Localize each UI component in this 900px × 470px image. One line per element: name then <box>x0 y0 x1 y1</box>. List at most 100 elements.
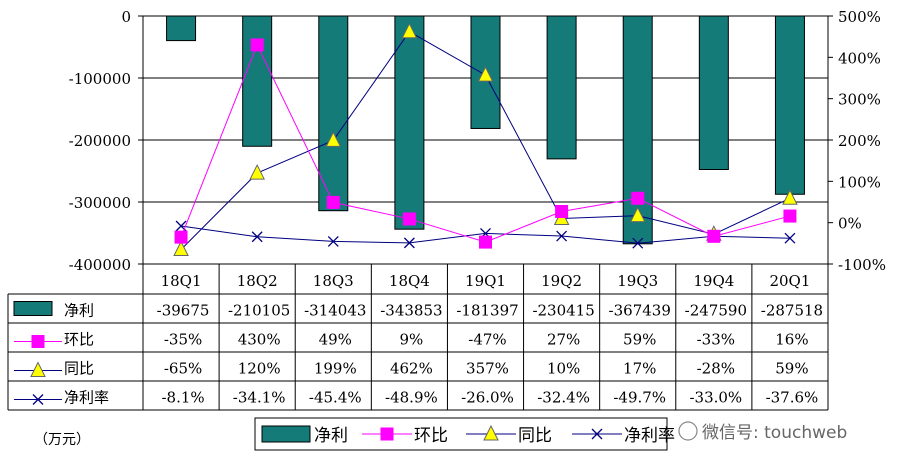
cell-净利-19Q4: -247590 <box>685 302 747 320</box>
bar-19Q3 <box>622 15 653 245</box>
cell-净利率-19Q3: -49.7% <box>613 389 666 407</box>
legend-key-marker-环比 <box>380 427 394 441</box>
point-同比-19Q1 <box>477 65 494 82</box>
y-left-tick-label: 0 <box>121 8 131 26</box>
legend-key-净利 <box>261 425 311 443</box>
category-label-18Q4: 18Q4 <box>389 272 430 290</box>
unit-label: （万元） <box>34 432 90 448</box>
cell-净利-18Q2: -210105 <box>228 302 290 320</box>
cell-净利率-18Q4: -48.9% <box>385 389 438 407</box>
point-环比-18Q1 <box>174 230 188 244</box>
row-key-marker-同比 <box>30 361 46 377</box>
cell-环比-19Q4: -33% <box>697 331 735 349</box>
cell-净利率-18Q3: -45.4% <box>309 389 362 407</box>
cell-净利率-20Q1: -37.6% <box>766 389 819 407</box>
cell-环比-18Q3: 49% <box>319 331 352 349</box>
point-环比-19Q4 <box>707 229 721 243</box>
category-label-20Q1: 20Q1 <box>769 272 810 290</box>
watermark: 微信号: touchweb <box>678 421 847 443</box>
category-label-19Q4: 19Q4 <box>693 272 734 290</box>
y-right-tick-label: 0% <box>838 215 862 233</box>
y-left-tick-label: -200000 <box>69 132 131 150</box>
cell-净利-18Q3: -314043 <box>304 302 366 320</box>
point-同比-20Q1 <box>782 189 798 205</box>
point-环比-18Q3 <box>326 195 340 209</box>
cell-环比-19Q1: -47% <box>468 331 506 349</box>
category-label-19Q3: 19Q3 <box>617 272 658 290</box>
legend-label-净利: 净利 <box>314 426 348 446</box>
point-环比-19Q2 <box>555 205 569 219</box>
y-left-tick-label: -100000 <box>69 70 131 88</box>
bar-18Q1 <box>166 15 197 42</box>
y-right-tick-label: 100% <box>838 173 881 191</box>
cell-净利-19Q2: -230415 <box>532 302 594 320</box>
point-净利率-18Q3 <box>327 235 339 247</box>
point-同比-18Q2 <box>249 163 265 180</box>
row-label-环比: 环比 <box>64 331 94 349</box>
point-同比-19Q3 <box>629 206 646 223</box>
cell-环比-19Q3: 59% <box>623 331 656 349</box>
point-净利率-18Q2 <box>251 231 263 243</box>
cell-同比-19Q1: 357% <box>466 360 509 378</box>
legend-key-marker-净利率 <box>591 428 603 440</box>
row-key-净利 <box>13 301 53 316</box>
cell-净利率-19Q4: -33.0% <box>689 389 742 407</box>
cell-同比-18Q3: 199% <box>314 360 357 378</box>
y-left-tick-label: -300000 <box>69 194 131 212</box>
row-label-同比: 同比 <box>64 360 94 378</box>
axes: 0 -100000 -200000 -300000 -400000 500% 400% 300… <box>69 8 886 274</box>
category-label-19Q2: 19Q2 <box>541 272 582 290</box>
bar-18Q4 <box>394 15 425 230</box>
y-right-tick-label: 200% <box>838 132 881 150</box>
point-环比-19Q3 <box>631 191 645 205</box>
cell-环比-18Q4: 9% <box>399 331 423 349</box>
category-label-19Q1: 19Q1 <box>465 272 506 290</box>
point-净利率-18Q4 <box>403 237 415 249</box>
watermark-text: 微信号: touchweb <box>702 423 847 443</box>
cell-同比-20Q1: 59% <box>775 360 808 378</box>
legend-label-环比: 环比 <box>414 426 448 446</box>
point-同比-18Q1 <box>173 240 189 257</box>
legend-label-同比: 同比 <box>518 426 552 446</box>
cell-净利-18Q4: -343853 <box>380 302 442 320</box>
cell-净利-19Q3: -367439 <box>609 302 671 320</box>
cell-净利率-19Q2: -32.4% <box>537 389 590 407</box>
cell-环比-18Q2: 430% <box>238 331 281 349</box>
point-环比-19Q1 <box>479 235 492 249</box>
legend: 净利 环比 同比 净利率 <box>254 417 675 451</box>
wechat-icon <box>678 421 698 441</box>
point-净利率-19Q2 <box>556 230 568 242</box>
point-环比-18Q4 <box>402 212 416 226</box>
bar-20Q1 <box>774 15 805 195</box>
cell-同比-18Q4: 462% <box>390 360 433 378</box>
y-right-tick-label: -100% <box>838 256 886 274</box>
bar-19Q2 <box>546 15 577 160</box>
point-净利率-20Q1 <box>784 232 796 244</box>
category-label-18Q3: 18Q3 <box>313 272 354 290</box>
row-key-marker-净利率 <box>32 394 44 405</box>
row-label-净利: 净利 <box>64 302 94 320</box>
row-key-marker-环比 <box>31 335 45 348</box>
y-right-tick-label: 400% <box>838 49 881 67</box>
cell-同比-19Q3: 17% <box>623 360 656 378</box>
cell-净利-19Q1: -181397 <box>456 302 518 320</box>
cell-净利率-19Q1: -26.0% <box>461 389 514 407</box>
cell-同比-19Q4: -28% <box>697 360 735 378</box>
point-环比-18Q2 <box>250 38 264 52</box>
bar-19Q4 <box>698 15 729 171</box>
bar-18Q3 <box>318 15 349 212</box>
bar-18Q2 <box>242 15 273 147</box>
category-label-18Q2: 18Q2 <box>237 272 278 290</box>
cell-同比-18Q2: 120% <box>238 360 281 378</box>
legend-label-净利率: 净利率 <box>624 426 675 446</box>
line-series <box>173 22 798 257</box>
cell-环比-19Q2: 27% <box>547 331 580 349</box>
point-净利率-19Q3 <box>632 237 644 249</box>
point-同比-18Q3 <box>325 131 342 147</box>
point-同比-18Q4 <box>401 22 418 39</box>
row-label-净利率: 净利率 <box>64 389 109 407</box>
y-right-tick-label: 300% <box>838 91 881 109</box>
cell-同比-18Q1: -65% <box>164 360 202 378</box>
category-label-18Q1: 18Q1 <box>161 272 202 290</box>
